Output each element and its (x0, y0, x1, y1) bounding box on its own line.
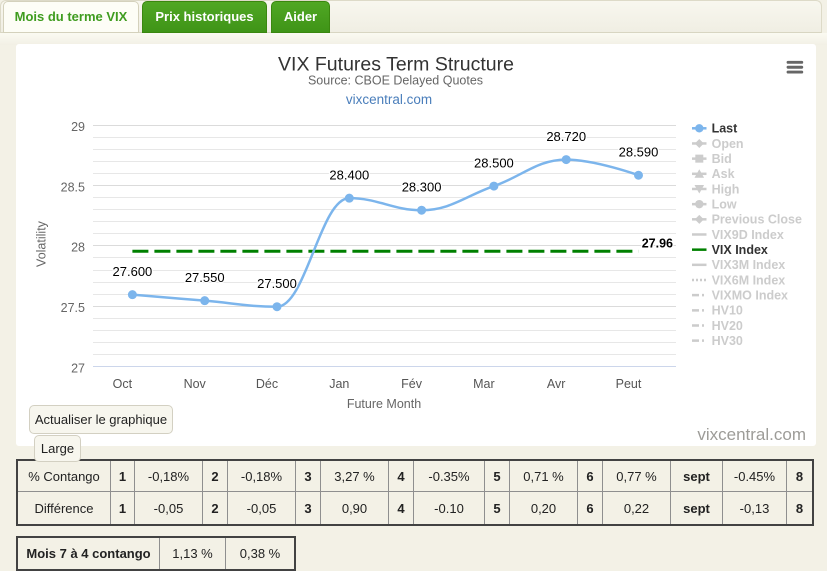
svg-text:HV20: HV20 (712, 319, 743, 333)
svg-text:27.5: 27.5 (61, 301, 85, 315)
svg-text:High: High (712, 182, 740, 196)
svg-text:Avr: Avr (547, 377, 566, 391)
svg-text:28.5: 28.5 (61, 180, 85, 194)
svg-text:29: 29 (71, 120, 85, 134)
svg-text:27.96: 27.96 (642, 237, 673, 251)
svg-text:Peut: Peut (616, 377, 642, 391)
svg-text:Jan: Jan (329, 377, 349, 391)
svg-text:27.600: 27.600 (113, 264, 153, 279)
svg-text:Volatility: Volatility (35, 220, 49, 267)
svg-text:VIX Index: VIX Index (712, 243, 768, 257)
svg-text:VIX9D Index: VIX9D Index (712, 228, 784, 242)
svg-text:Nov: Nov (184, 377, 207, 391)
svg-text:28.300: 28.300 (402, 180, 442, 195)
svg-text:28.590: 28.590 (619, 145, 659, 160)
svg-text:Fév: Fév (401, 377, 423, 391)
svg-text:VIXMO Index: VIXMO Index (712, 288, 788, 302)
svg-text:27.550: 27.550 (185, 270, 225, 285)
svg-text:Ask: Ask (712, 167, 735, 181)
svg-text:Previous Close: Previous Close (712, 213, 802, 227)
svg-text:vixcentral.com: vixcentral.com (346, 92, 432, 107)
svg-text:VIX Futures Term Structure: VIX Futures Term Structure (278, 54, 514, 76)
svg-text:28.400: 28.400 (329, 168, 369, 183)
svg-text:28: 28 (71, 241, 85, 255)
svg-text:Future Month: Future Month (347, 397, 421, 411)
svg-text:27.500: 27.500 (257, 276, 297, 291)
svg-text:Low: Low (712, 197, 737, 211)
svg-text:Déc: Déc (256, 377, 278, 391)
svg-text:VIX6M Index: VIX6M Index (712, 273, 786, 287)
svg-text:Open: Open (712, 137, 744, 151)
svg-text:27: 27 (71, 361, 85, 375)
svg-text:VIX3M Index: VIX3M Index (712, 258, 786, 272)
svg-text:HV10: HV10 (712, 304, 743, 318)
svg-text:Bid: Bid (712, 152, 732, 166)
svg-text:28.720: 28.720 (546, 129, 586, 144)
svg-text:Mar: Mar (473, 377, 495, 391)
svg-text:Source: CBOE Delayed Quotes: Source: CBOE Delayed Quotes (308, 73, 483, 87)
svg-text:Oct: Oct (113, 377, 133, 391)
svg-text:28.500: 28.500 (474, 156, 514, 171)
svg-text:Last: Last (712, 122, 739, 136)
svg-text:HV30: HV30 (712, 334, 743, 348)
